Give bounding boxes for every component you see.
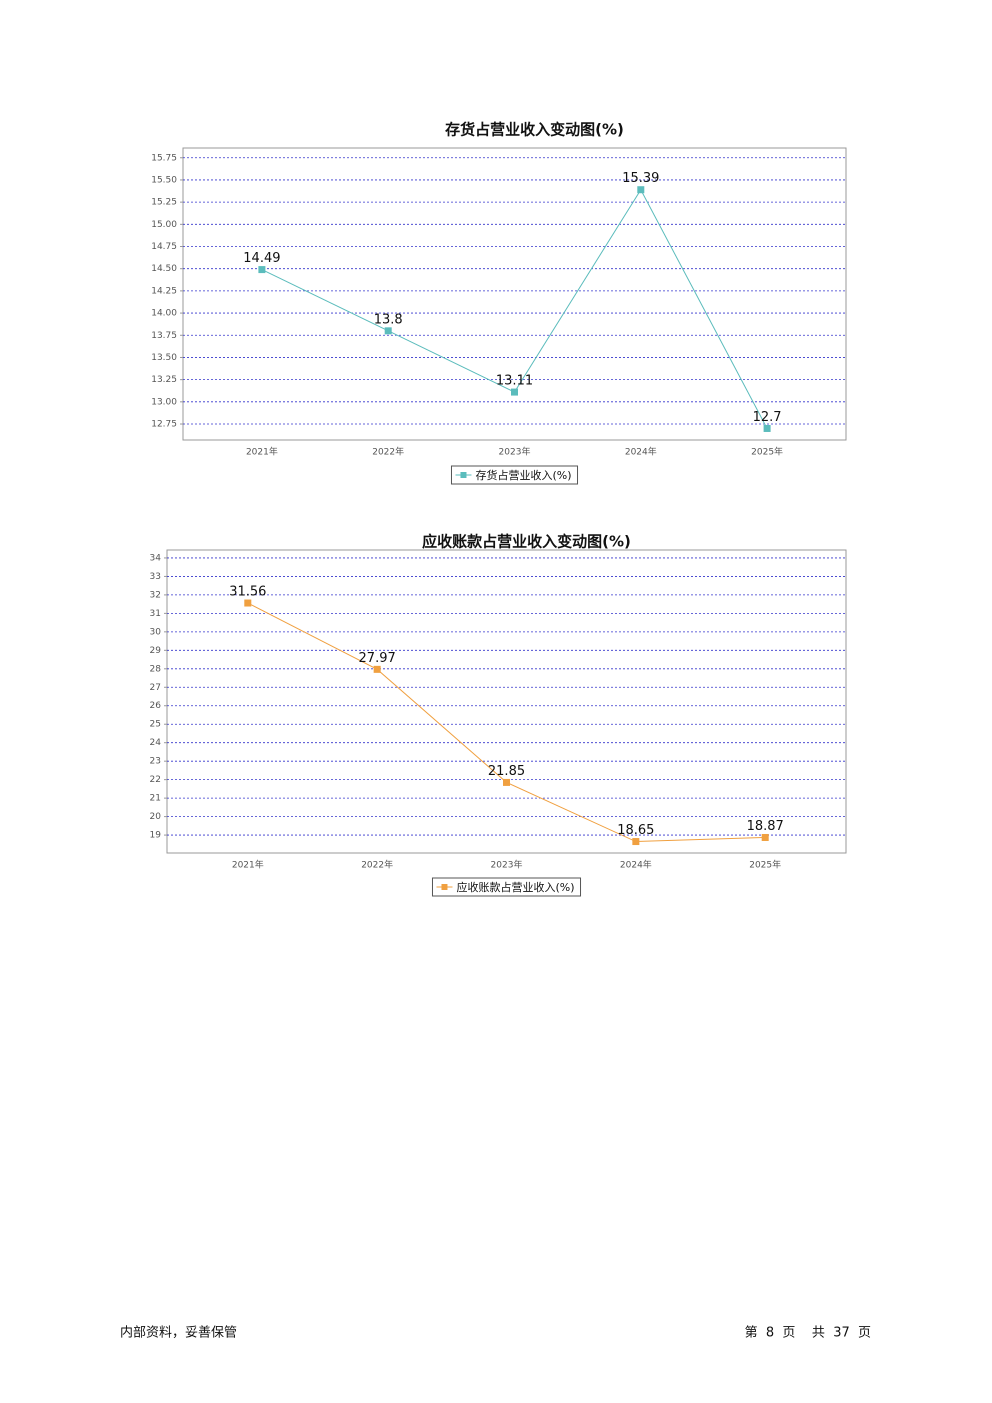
- legend-label: 应收账款占营业收入(%): [456, 880, 574, 894]
- data-label: 21.85: [488, 764, 525, 779]
- footer-left: 内部资料，妥善保管: [120, 1325, 237, 1341]
- legend-box: [450, 465, 579, 485]
- y-tick-label: 13.25: [151, 375, 177, 385]
- y-tick-label: 13.50: [151, 353, 177, 363]
- data-label: 13.11: [496, 374, 533, 389]
- y-tick-label: 14.00: [151, 309, 177, 319]
- chart-title: 应收账款占营业收入变动图(%): [422, 533, 631, 551]
- point-marker: [373, 665, 381, 673]
- y-tick-label: 22: [150, 775, 161, 785]
- x-tick-label: 2025年: [749, 859, 781, 871]
- y-tick-label: 27: [150, 683, 161, 693]
- x-tick-label: 2024年: [625, 446, 657, 458]
- point-marker: [503, 778, 510, 786]
- x-tick-label: 2023年: [491, 859, 523, 871]
- legend-marker: [460, 472, 467, 478]
- y-tick-label: 12.75: [151, 420, 177, 430]
- point-marker: [763, 424, 771, 432]
- data-label: 18.65: [617, 823, 654, 838]
- legend-marker: [441, 884, 448, 890]
- x-tick-label: 2022年: [361, 859, 393, 871]
- y-tick-label: 20: [150, 812, 162, 822]
- y-tick-label: 15.00: [151, 220, 177, 230]
- y-tick-label: 14.25: [151, 286, 177, 296]
- x-tick-label: 2022年: [372, 446, 404, 458]
- point-marker: [637, 186, 645, 194]
- point-marker: [258, 266, 266, 274]
- data-label: 31.56: [229, 585, 266, 600]
- y-tick-label: 26: [150, 701, 162, 711]
- point-marker: [384, 327, 392, 335]
- y-tick-label: 25: [150, 720, 161, 730]
- x-tick-label: 2021年: [232, 859, 264, 871]
- x-tick-label: 2024年: [620, 859, 652, 871]
- point-marker: [511, 388, 518, 396]
- y-tick-label: 19: [150, 831, 162, 841]
- y-tick-label: 14.50: [151, 264, 177, 274]
- data-label: 18.87: [747, 819, 784, 834]
- plot-area: [182, 147, 847, 441]
- y-tick-label: 15.25: [151, 198, 177, 208]
- y-tick-label: 34: [150, 553, 162, 563]
- point-marker: [244, 599, 252, 607]
- legend-label: 存货占营业收入(%): [475, 468, 571, 482]
- footer-right: 第 8 页 共 37 页: [745, 1326, 871, 1341]
- y-tick-label: 29: [150, 646, 162, 656]
- y-tick-label: 21: [150, 794, 161, 804]
- data-label: 15.39: [622, 171, 659, 186]
- point-marker: [761, 833, 769, 841]
- data-label: 13.8: [374, 312, 403, 327]
- legend-box: [431, 877, 582, 897]
- y-tick-label: 33: [150, 572, 161, 582]
- x-tick-label: 2021年: [246, 446, 278, 458]
- y-tick-label: 15.50: [151, 175, 177, 185]
- chart-title: 存货占营业收入变动图(%): [445, 121, 624, 139]
- data-label: 27.97: [359, 651, 396, 666]
- x-tick-label: 2023年: [499, 446, 531, 458]
- x-tick-label: 2025年: [751, 446, 783, 458]
- y-tick-label: 14.75: [151, 242, 177, 252]
- data-label: 12.7: [753, 410, 782, 425]
- y-tick-label: 24: [150, 738, 162, 748]
- y-tick-label: 32: [150, 590, 161, 600]
- y-tick-label: 13.00: [151, 397, 177, 407]
- data-label: 14.49: [243, 251, 280, 266]
- point-marker: [632, 838, 640, 846]
- y-tick-label: 31: [150, 609, 161, 619]
- y-tick-label: 23: [150, 757, 161, 767]
- plot-area: [166, 549, 847, 854]
- y-tick-label: 30: [150, 627, 162, 637]
- y-tick-label: 15.75: [151, 153, 177, 163]
- y-tick-label: 28: [150, 664, 162, 674]
- y-tick-label: 13.75: [151, 331, 177, 341]
